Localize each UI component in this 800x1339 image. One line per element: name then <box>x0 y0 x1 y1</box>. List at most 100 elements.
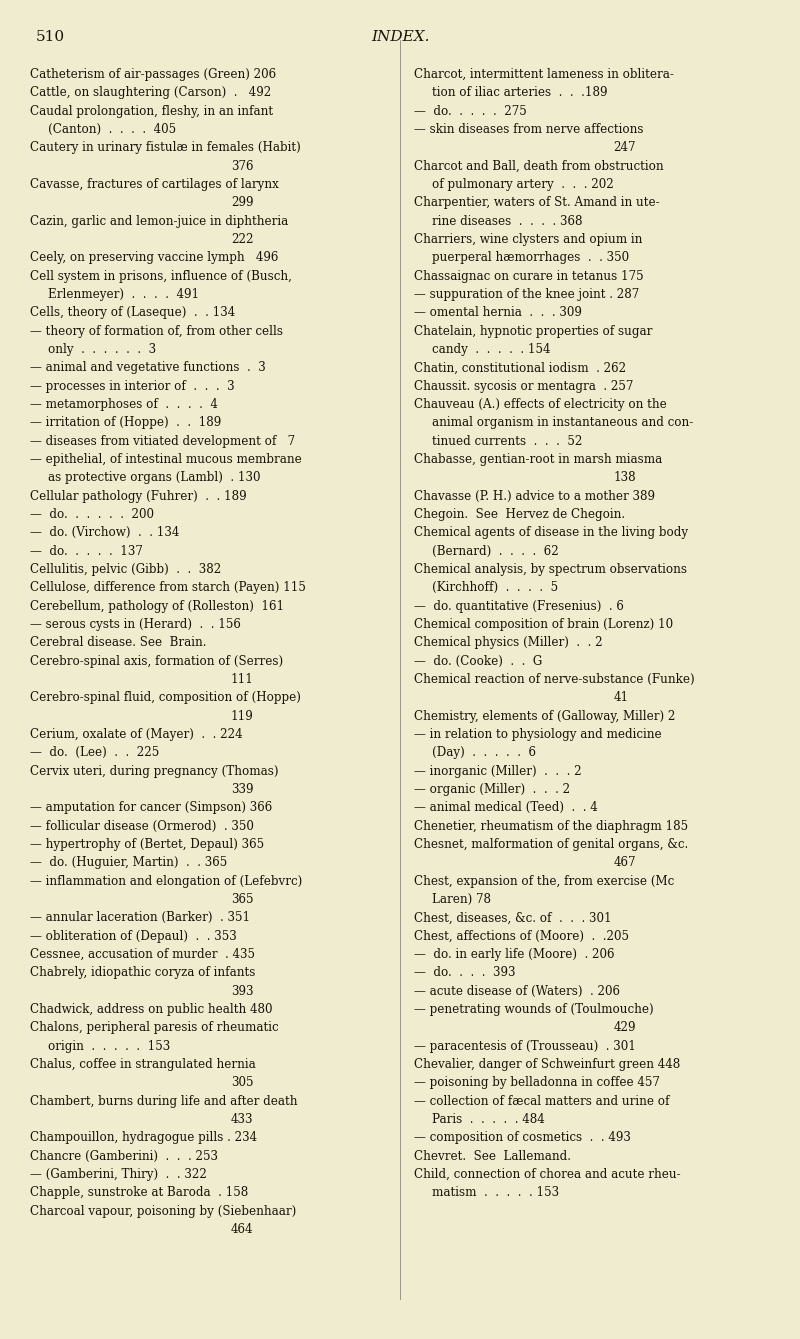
Text: 433: 433 <box>231 1113 254 1126</box>
Text: Cazin, garlic and lemon-juice in diphtheria: Cazin, garlic and lemon-juice in diphthe… <box>30 214 289 228</box>
Text: Chalons, peripheral paresis of rheumatic: Chalons, peripheral paresis of rheumatic <box>30 1022 279 1034</box>
Text: — diseases from vitiated development of   7: — diseases from vitiated development of … <box>30 435 295 447</box>
Text: Cerebro-spinal axis, formation of (Serres): Cerebro-spinal axis, formation of (Serre… <box>30 655 283 668</box>
Text: Chemical agents of disease in the living body: Chemical agents of disease in the living… <box>414 526 689 540</box>
Text: puerperal hæmorrhages  .  . 350: puerperal hæmorrhages . . 350 <box>433 252 630 264</box>
Text: — inorganic (Miller)  .  .  . 2: — inorganic (Miller) . . . 2 <box>414 765 582 778</box>
Text: Chevret.  See  Lallemand.: Chevret. See Lallemand. <box>414 1150 571 1162</box>
Text: only  .  .  .  .  .  .  3: only . . . . . . 3 <box>48 343 157 356</box>
Text: 222: 222 <box>231 233 254 246</box>
Text: — animal and vegetative functions  .  3: — animal and vegetative functions . 3 <box>30 362 266 375</box>
Text: Chest, expansion of the, from exercise (Mc: Chest, expansion of the, from exercise (… <box>414 874 674 888</box>
Text: — theory of formation of, from other cells: — theory of formation of, from other cel… <box>30 324 283 337</box>
Text: — metamorphoses of  .  .  .  .  4: — metamorphoses of . . . . 4 <box>30 398 218 411</box>
Text: Chalus, coffee in strangulated hernia: Chalus, coffee in strangulated hernia <box>30 1058 256 1071</box>
Text: 247: 247 <box>614 142 636 154</box>
Text: Chemical composition of brain (Lorenz) 10: Chemical composition of brain (Lorenz) 1… <box>414 619 674 631</box>
Text: tinued currents  .  .  .  52: tinued currents . . . 52 <box>433 435 582 447</box>
Text: —  do.  .  .  .  .  137: — do. . . . . 137 <box>30 545 143 557</box>
Text: Chabrely, idiopathic coryza of infants: Chabrely, idiopathic coryza of infants <box>30 967 256 979</box>
Text: (Kirchhoff)  .  .  .  .  5: (Kirchhoff) . . . . 5 <box>433 581 558 595</box>
Text: (Day)  .  .  .  .  .  6: (Day) . . . . . 6 <box>433 746 537 759</box>
Text: — hypertrophy of (Bertet, Depaul) 365: — hypertrophy of (Bertet, Depaul) 365 <box>30 838 265 852</box>
Text: Chegoin.  See  Hervez de Chegoin.: Chegoin. See Hervez de Chegoin. <box>414 507 626 521</box>
Text: of pulmonary artery  .  .  . 202: of pulmonary artery . . . 202 <box>433 178 614 191</box>
Text: Charpentier, waters of St. Amand in ute-: Charpentier, waters of St. Amand in ute- <box>414 197 660 209</box>
Text: INDEX.: INDEX. <box>370 29 430 44</box>
Text: Chenetier, rheumatism of the diaphragm 185: Chenetier, rheumatism of the diaphragm 1… <box>414 819 689 833</box>
Text: — organic (Miller)  .  .  . 2: — organic (Miller) . . . 2 <box>414 783 570 795</box>
Text: matism  .  .  .  .  . 153: matism . . . . . 153 <box>433 1186 559 1200</box>
Text: — follicular disease (Ormerod)  . 350: — follicular disease (Ormerod) . 350 <box>30 819 254 833</box>
Text: (Canton)  .  .  .  .  405: (Canton) . . . . 405 <box>48 123 177 137</box>
Text: Chevalier, danger of Schweinfurt green 448: Chevalier, danger of Schweinfurt green 4… <box>414 1058 681 1071</box>
Text: Cautery in urinary fistulæ in females (Habit): Cautery in urinary fistulæ in females (H… <box>30 142 301 154</box>
Text: Cattle, on slaughtering (Carson)  .   492: Cattle, on slaughtering (Carson) . 492 <box>30 86 272 99</box>
Text: as protective organs (Lambl)  . 130: as protective organs (Lambl) . 130 <box>48 471 261 485</box>
Text: Cessnee, accusation of murder  . 435: Cessnee, accusation of murder . 435 <box>30 948 255 961</box>
Text: — poisoning by belladonna in coffee 457: — poisoning by belladonna in coffee 457 <box>414 1077 660 1090</box>
Text: Erlenmeyer)  .  .  .  .  491: Erlenmeyer) . . . . 491 <box>48 288 199 301</box>
Text: Cellulose, difference from starch (Payen) 115: Cellulose, difference from starch (Payen… <box>30 581 306 595</box>
Text: Cellular pathology (Fuhrer)  .  . 189: Cellular pathology (Fuhrer) . . 189 <box>30 490 247 502</box>
Text: Paris  .  .  .  .  . 484: Paris . . . . . 484 <box>433 1113 545 1126</box>
Text: Chancre (Gamberini)  .  .  . 253: Chancre (Gamberini) . . . 253 <box>30 1150 218 1162</box>
Text: Cerebral disease. See  Brain.: Cerebral disease. See Brain. <box>30 636 207 649</box>
Text: Cellulitis, pelvic (Gibb)  .  .  382: Cellulitis, pelvic (Gibb) . . 382 <box>30 562 222 576</box>
Text: Champouillon, hydragogue pills . 234: Champouillon, hydragogue pills . 234 <box>30 1131 258 1145</box>
Text: Chapple, sunstroke at Baroda  . 158: Chapple, sunstroke at Baroda . 158 <box>30 1186 249 1200</box>
Text: Chest, diseases, &c. of  .  .  . 301: Chest, diseases, &c. of . . . 301 <box>414 912 612 924</box>
Text: — omental hernia  .  .  . 309: — omental hernia . . . 309 <box>414 307 582 319</box>
Text: tion of iliac arteries  .  .  .189: tion of iliac arteries . . .189 <box>433 86 608 99</box>
Text: —  do.  .  .  .  .  275: — do. . . . . 275 <box>414 104 527 118</box>
Text: —  do. (Huguier, Martin)  .  . 365: — do. (Huguier, Martin) . . 365 <box>30 857 228 869</box>
Text: — (Gamberini, Thiry)  .  . 322: — (Gamberini, Thiry) . . 322 <box>30 1168 207 1181</box>
Text: animal organism in instantaneous and con-: animal organism in instantaneous and con… <box>433 416 694 430</box>
Text: —  do.  .  .  .  393: — do. . . . 393 <box>414 967 516 979</box>
Text: Ceely, on preserving vaccine lymph   496: Ceely, on preserving vaccine lymph 496 <box>30 252 278 264</box>
Text: —  do. (Virchow)  .  . 134: — do. (Virchow) . . 134 <box>30 526 180 540</box>
Text: origin  .  .  .  .  .  153: origin . . . . . 153 <box>48 1039 170 1052</box>
Text: Chesnet, malformation of genital organs, &c.: Chesnet, malformation of genital organs,… <box>414 838 689 852</box>
Text: Chambert, burns during life and after death: Chambert, burns during life and after de… <box>30 1095 298 1107</box>
Text: —  do. (Cooke)  .  .  G: — do. (Cooke) . . G <box>414 655 542 668</box>
Text: Charriers, wine clysters and opium in: Charriers, wine clysters and opium in <box>414 233 642 246</box>
Text: Chemical analysis, by spectrum observations: Chemical analysis, by spectrum observati… <box>414 562 687 576</box>
Text: Chemistry, elements of (Galloway, Miller) 2: Chemistry, elements of (Galloway, Miller… <box>414 710 676 723</box>
Text: — irritation of (Hoppe)  .  .  189: — irritation of (Hoppe) . . 189 <box>30 416 222 430</box>
Text: Charcot and Ball, death from obstruction: Charcot and Ball, death from obstruction <box>414 159 664 173</box>
Text: Chaussit. sycosis or mentagra  . 257: Chaussit. sycosis or mentagra . 257 <box>414 380 634 392</box>
Text: —  do.  (Lee)  .  .  225: — do. (Lee) . . 225 <box>30 746 160 759</box>
Text: Chassaignac on curare in tetanus 175: Chassaignac on curare in tetanus 175 <box>414 269 644 283</box>
Text: Chemical reaction of nerve-substance (Funke): Chemical reaction of nerve-substance (Fu… <box>414 674 695 686</box>
Text: — animal medical (Teed)  .  . 4: — animal medical (Teed) . . 4 <box>414 801 598 814</box>
Text: — serous cysts in (Herard)  .  . 156: — serous cysts in (Herard) . . 156 <box>30 619 242 631</box>
Text: Cerium, oxalate of (Mayer)  .  . 224: Cerium, oxalate of (Mayer) . . 224 <box>30 728 243 740</box>
Text: candy  .  .  .  .  . 154: candy . . . . . 154 <box>433 343 551 356</box>
Text: Cerebro-spinal fluid, composition of (Hoppe): Cerebro-spinal fluid, composition of (Ho… <box>30 691 302 704</box>
Text: Chavasse (P. H.) advice to a mother 389: Chavasse (P. H.) advice to a mother 389 <box>414 490 655 502</box>
Text: Caudal prolongation, fleshy, in an infant: Caudal prolongation, fleshy, in an infan… <box>30 104 274 118</box>
Text: 429: 429 <box>614 1022 636 1034</box>
Text: (Bernard)  .  .  .  .  62: (Bernard) . . . . 62 <box>433 545 559 557</box>
Text: 41: 41 <box>614 691 629 704</box>
Text: Cerebellum, pathology of (Rolleston)  161: Cerebellum, pathology of (Rolleston) 161 <box>30 600 285 613</box>
Text: rine diseases  .  .  .  . 368: rine diseases . . . . 368 <box>433 214 583 228</box>
Text: 339: 339 <box>231 783 254 795</box>
Text: 376: 376 <box>231 159 254 173</box>
Text: Catheterism of air-passages (Green) 206: Catheterism of air-passages (Green) 206 <box>30 68 277 80</box>
Text: 365: 365 <box>231 893 254 907</box>
Text: 119: 119 <box>231 710 254 723</box>
Text: —  do. in early life (Moore)  . 206: — do. in early life (Moore) . 206 <box>414 948 615 961</box>
Text: Chatin, constitutional iodism  . 262: Chatin, constitutional iodism . 262 <box>414 362 626 375</box>
Text: Chest, affections of (Moore)  .  .205: Chest, affections of (Moore) . .205 <box>414 929 630 943</box>
Text: — annular laceration (Barker)  . 351: — annular laceration (Barker) . 351 <box>30 912 250 924</box>
Text: — amputation for cancer (Simpson) 366: — amputation for cancer (Simpson) 366 <box>30 801 273 814</box>
Text: — collection of fæcal matters and urine of: — collection of fæcal matters and urine … <box>414 1095 670 1107</box>
Text: 464: 464 <box>231 1223 254 1236</box>
Text: Child, connection of chorea and acute rheu-: Child, connection of chorea and acute rh… <box>414 1168 681 1181</box>
Text: 467: 467 <box>614 857 636 869</box>
Text: Chemical physics (Miller)  .  . 2: Chemical physics (Miller) . . 2 <box>414 636 603 649</box>
Text: — epithelial, of intestinal mucous membrane: — epithelial, of intestinal mucous membr… <box>30 453 302 466</box>
Text: —  do. quantitative (Fresenius)  . 6: — do. quantitative (Fresenius) . 6 <box>414 600 624 613</box>
